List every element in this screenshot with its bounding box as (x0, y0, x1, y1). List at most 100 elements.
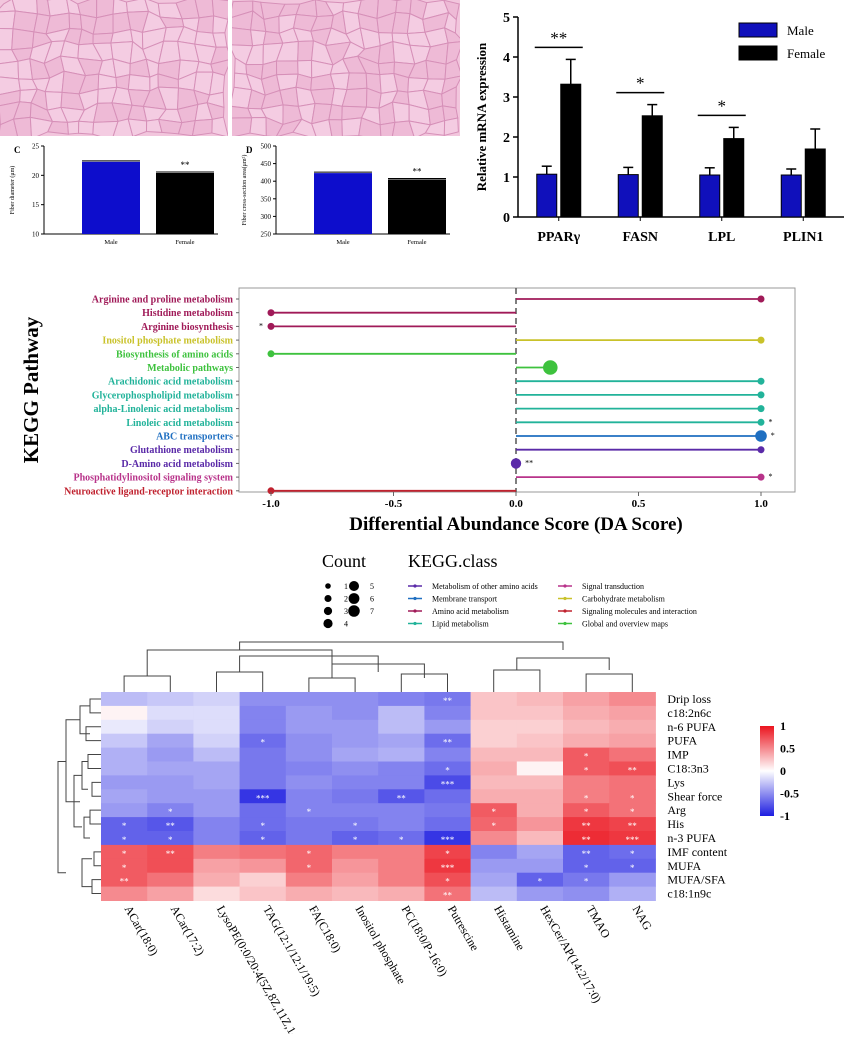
color-legend-label: 0.5 (780, 742, 795, 756)
heatmap-cell (470, 761, 518, 776)
cell-significance: * (445, 765, 450, 775)
heatmap-cell (285, 858, 333, 874)
heatmap-cell (101, 719, 148, 735)
pathway-dot (757, 377, 765, 385)
heatmap-cell (193, 803, 241, 818)
muscle-fiber-cell (297, 40, 314, 62)
bar-male (699, 174, 721, 218)
y-tick-label: 250 (261, 231, 272, 239)
dendro-branch (93, 851, 101, 867)
heatmap-cell (239, 761, 287, 776)
legend-count-dot (348, 580, 360, 592)
heatmap-cell (563, 747, 610, 762)
pathway-label: Biosynthesis of amino acids (116, 349, 233, 360)
significance-mark: * (769, 472, 773, 481)
heatmap-cell (332, 705, 379, 721)
heatmap-cell (378, 858, 425, 874)
heatmap-cell (609, 789, 656, 804)
heatmap-cell (285, 803, 333, 818)
heatmap-cell (101, 775, 148, 790)
pathway-label: Arginine biosynthesis (141, 322, 233, 333)
muscle-fiber-cell (92, 120, 119, 136)
muscle-fiber-cell (341, 117, 363, 136)
cell-significance: * (491, 821, 496, 831)
x-tick-label: 0.0 (509, 498, 523, 510)
heatmap-cell (285, 733, 333, 749)
heatmap-cell (378, 761, 425, 776)
muscle-fiber-cell (391, 120, 415, 136)
heatmap-cell (470, 872, 518, 888)
legend-count-title: Count (322, 551, 366, 571)
cell-significance: * (307, 863, 312, 873)
bar-female (388, 179, 446, 234)
heatmap-cell (285, 886, 333, 901)
heatmap-cell (516, 817, 564, 832)
legend-class-label: Metabolism of other amino acids (432, 582, 538, 591)
muscle-fiber-cell (196, 15, 215, 34)
legend-class-label: Lipid metabolism (432, 620, 489, 629)
cell-significance: * (353, 821, 358, 831)
heatmap-cell (470, 747, 518, 762)
legend-class-label: Amino acid metabolism (432, 607, 510, 616)
column-label: Histamine (491, 903, 528, 953)
heatmap-cell (147, 817, 194, 832)
legend-count-label: 5 (370, 582, 374, 591)
heatmap-cell (193, 747, 241, 762)
heatmap-cell (609, 844, 656, 860)
x-tick-label: 1.0 (754, 498, 768, 510)
heatmap-cell (563, 803, 610, 818)
heatmap-cell (147, 747, 194, 762)
pathway-dot (757, 473, 765, 481)
y-axis-label: Fiber diameter (μm) (9, 166, 16, 215)
y-tick-label: 15 (32, 201, 40, 209)
heatmap-cell (332, 789, 379, 804)
heatmap-cell (285, 775, 333, 790)
muscle-fiber-cell (391, 101, 410, 123)
significance-mark: * (769, 417, 773, 426)
heatmap-cell (609, 872, 656, 888)
panel-d-fiber-area: 250 300 350 400 450 500 Fiber cross-section ar… (232, 138, 460, 256)
heatmap-cell (563, 761, 610, 776)
cell-significance: * (122, 835, 127, 845)
heatmap-cell (332, 886, 379, 901)
cell-significance: * (353, 835, 358, 845)
cell-significance: ** (628, 821, 638, 831)
dendro-branch (73, 774, 82, 828)
pathway-label: Phosphatidylinositol signaling system (74, 473, 234, 484)
kegg-da-score-panel: Arginine and proline metabolism Histidine… (0, 280, 850, 542)
muscle-fiber-cell (328, 119, 343, 136)
x-tick-label: LPL (708, 230, 735, 245)
heatmap-cell (285, 789, 333, 804)
y-tick-label: 10 (32, 231, 40, 239)
heatmap-cell (424, 844, 472, 860)
heatmap-cell (516, 831, 564, 846)
heatmap-cell (239, 705, 287, 721)
heatmap-cell (470, 803, 518, 818)
heatmap-cell (193, 733, 241, 749)
heatmap-cell (563, 733, 610, 749)
muscle-fiber-cell (443, 117, 459, 136)
heatmap-cell (516, 858, 564, 874)
pathway-label: Glutathione metabolism (130, 445, 234, 456)
bar-female (804, 148, 826, 218)
heatmap-cell (332, 817, 379, 832)
cell-significance: *** (256, 793, 270, 803)
muscle-fiber-cell (211, 0, 228, 20)
cell-significance: ** (582, 835, 592, 845)
heatmap-cell (424, 747, 472, 762)
legend-swatch-female (738, 45, 778, 61)
heatmap-cell (470, 831, 518, 846)
y-axis-label: Fiber cross-section area(μm²) (241, 155, 248, 226)
cell-significance: * (584, 807, 589, 817)
cell-significance: ** (628, 765, 638, 775)
row-label: PUFA (667, 734, 697, 748)
heatmap-cell (516, 775, 564, 790)
heatmap-cell (609, 886, 656, 901)
muscle-fiber-cell (68, 12, 83, 30)
pathway-dot (267, 350, 275, 358)
row-label: C18:3n3 (667, 761, 708, 775)
pathway-dot (757, 391, 765, 399)
cell-significance: * (630, 793, 635, 803)
muscle-fiber-cell (232, 117, 253, 136)
heatmap-cell (332, 761, 379, 776)
